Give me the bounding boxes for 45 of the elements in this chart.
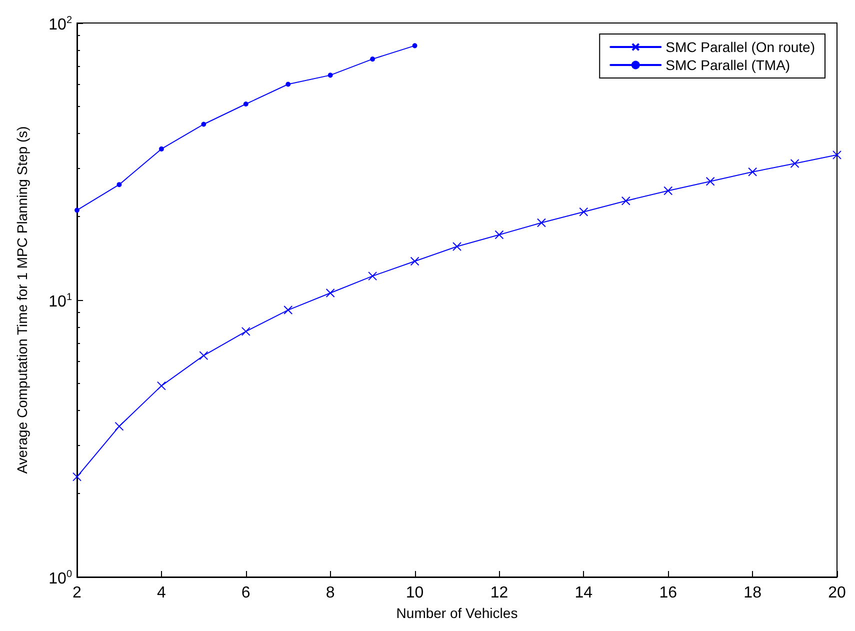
x-tick-label: 4 (156, 584, 166, 602)
point (368, 272, 378, 281)
x-tick-label: 6 (241, 584, 250, 602)
point (452, 242, 462, 252)
point (664, 186, 673, 196)
y-axis-title: Average Computation Time for 1 MPC Planning Step (s) (14, 126, 30, 474)
point (199, 351, 208, 360)
point (832, 150, 842, 160)
point (494, 230, 504, 240)
point (579, 207, 588, 216)
x-tick-label: 2 (72, 584, 82, 602)
point (201, 122, 206, 127)
legend-label: SMC Parallel (On route) (666, 39, 816, 55)
x-tick-label: 18 (744, 584, 762, 602)
point (328, 72, 333, 78)
x-tick-label: 16 (659, 584, 678, 602)
point (621, 196, 630, 206)
x-tick-label: 14 (574, 584, 593, 602)
point (410, 256, 420, 266)
point (706, 176, 715, 186)
point (72, 472, 82, 482)
point (116, 182, 122, 188)
point (156, 381, 166, 390)
point (536, 218, 546, 228)
point (286, 82, 291, 87)
point (326, 288, 335, 298)
point (748, 167, 758, 176)
point (158, 146, 164, 152)
y-tick-label: 10$^{0}$ (48, 568, 72, 590)
point (114, 422, 124, 431)
x-axis-title: Number of Vehicles (396, 604, 518, 621)
x-tick-label: 8 (326, 584, 335, 602)
point (284, 306, 293, 315)
x-tick-label: 10 (406, 584, 424, 602)
point (243, 102, 248, 106)
point (412, 43, 418, 48)
y-tick-label: 10$^{1}$ (48, 291, 72, 312)
point (790, 159, 800, 168)
legend-label: SMC Parallel (TMA) (666, 57, 790, 73)
point (241, 326, 250, 336)
x-tick-label: 20 (828, 584, 846, 602)
x-tick-label: 12 (490, 584, 508, 602)
point (74, 208, 80, 213)
y-tick-label: 10$^{2}$ (48, 14, 72, 36)
point (370, 56, 376, 62)
